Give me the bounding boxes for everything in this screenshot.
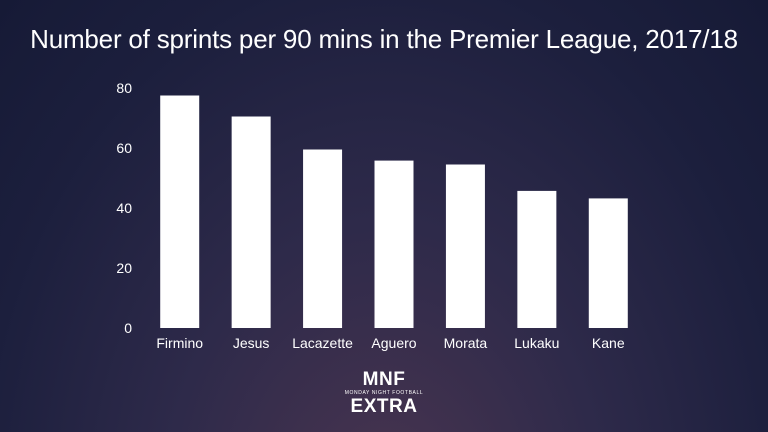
x-tick-label: Aguero xyxy=(371,335,416,351)
logo-mnf-text: MNF xyxy=(362,369,406,390)
bar-lacazette xyxy=(303,149,343,328)
logo-subtitle: MONDAY NIGHT FOOTBALL xyxy=(344,390,424,396)
x-tick-label: Lukaku xyxy=(514,335,559,351)
mnf-extra-logo: MNF MONDAY NIGHT FOOTBALL EXTRA xyxy=(334,370,434,416)
x-tick-label: Morata xyxy=(444,335,488,351)
y-tick-label: 40 xyxy=(116,200,132,216)
bar-aguero xyxy=(374,160,414,328)
logo-extra-text: EXTRA xyxy=(350,396,418,417)
y-tick-label: 60 xyxy=(116,140,132,156)
x-tick-label: Lacazette xyxy=(292,335,353,351)
x-tick-label: Firmino xyxy=(156,335,203,351)
x-tick-label: Jesus xyxy=(233,335,270,351)
y-tick-label: 20 xyxy=(116,260,132,276)
bar-lukaku xyxy=(517,190,557,328)
chart-title: Number of sprints per 90 mins in the Pre… xyxy=(30,24,738,54)
bar-firmino xyxy=(160,95,200,328)
y-tick-label: 80 xyxy=(116,80,132,96)
y-tick-label: 0 xyxy=(124,320,132,336)
bar-kane xyxy=(588,198,628,328)
bar-morata xyxy=(445,164,485,328)
bar-jesus xyxy=(231,116,271,328)
x-tick-label: Kane xyxy=(592,335,625,351)
